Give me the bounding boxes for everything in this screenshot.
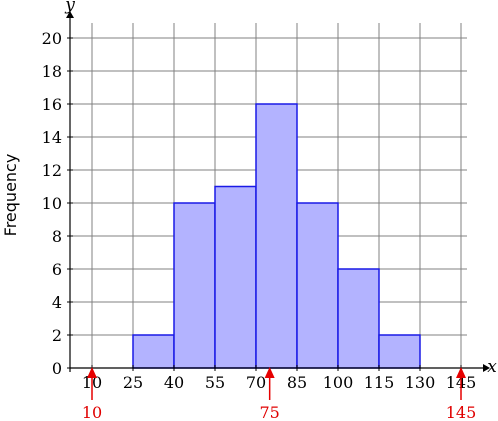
y-axis-title: Frequency (1, 154, 20, 237)
x-axis-arrow (483, 364, 490, 372)
histogram-bar (214, 185, 257, 369)
y-tick-label: 16 (42, 95, 62, 114)
histogram-bar (296, 202, 339, 369)
x-tick-label: 40 (164, 373, 184, 392)
x-tick-label: 70 (246, 373, 266, 392)
marker-label: 75 (259, 403, 279, 421)
x-tick-label: 85 (287, 373, 307, 392)
x-tick-label: 55 (205, 373, 225, 392)
y-tick-label: 4 (52, 293, 62, 312)
marker-label: 145 (446, 403, 477, 421)
y-tick-label: 8 (52, 227, 62, 246)
y-tick-label: 12 (42, 161, 62, 180)
marker-arrow-head (264, 367, 275, 378)
histogram-bar (337, 268, 380, 369)
y-axis-arrow (66, 11, 74, 18)
y-tick-label: 0 (52, 359, 62, 378)
y-tick-label: 18 (42, 62, 62, 81)
marker-arrow-head (87, 367, 97, 378)
histogram-bar (173, 202, 216, 369)
axes (66, 11, 490, 372)
histogram-bar (378, 334, 421, 369)
marker-label: 10 (82, 403, 102, 421)
x-tick-label: 115 (364, 373, 395, 392)
y-tick-label: 10 (42, 194, 62, 213)
histogram-bar (132, 334, 175, 369)
bars (132, 103, 421, 369)
histogram-bar (255, 103, 298, 369)
x-tick-label: 25 (123, 373, 143, 392)
x-axis-variable: x (487, 357, 497, 377)
y-tick-label: 14 (42, 128, 62, 147)
y-tick-label: 6 (52, 260, 62, 279)
markers: 10 75 145 (82, 367, 476, 421)
y-tick-label: 2 (52, 326, 62, 345)
marker-arrow-head (456, 367, 466, 378)
y-tick-label: 20 (42, 29, 62, 48)
x-tick-label: 130 (405, 373, 436, 392)
y-axis-variable: y (64, 0, 75, 15)
x-tick-label: 100 (323, 373, 354, 392)
